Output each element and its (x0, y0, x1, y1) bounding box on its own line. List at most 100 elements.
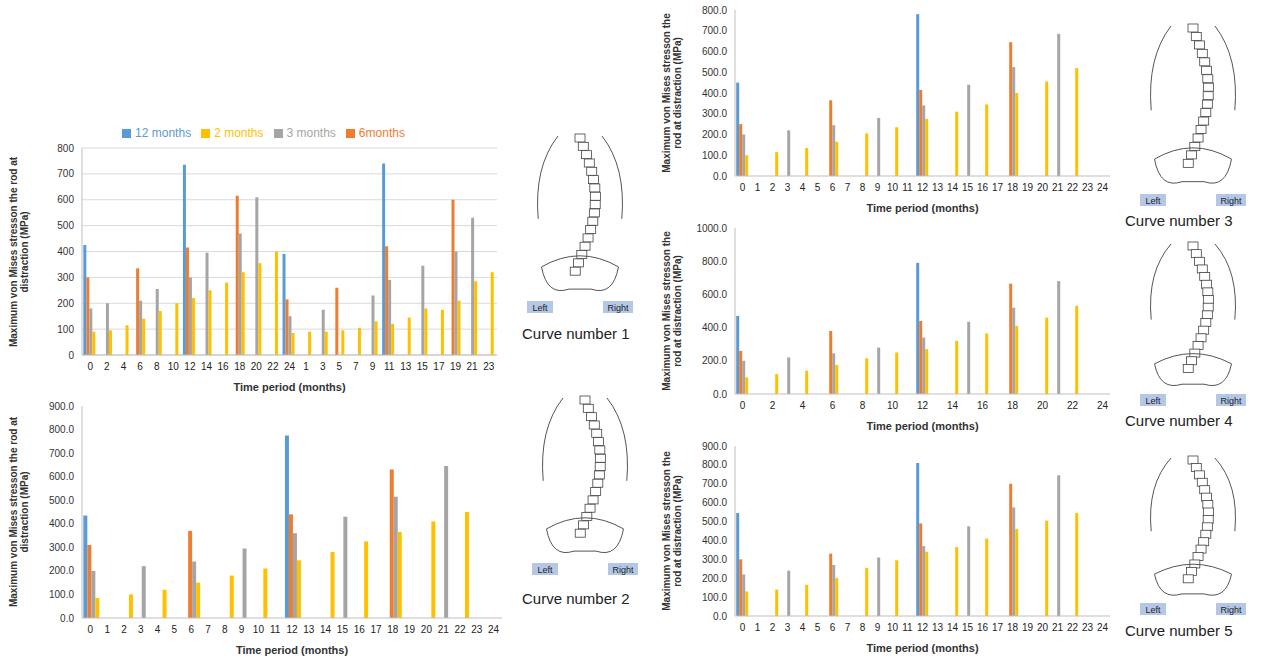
svg-text:17: 17 (370, 624, 382, 635)
svg-text:22: 22 (1067, 182, 1079, 193)
svg-text:9: 9 (875, 182, 881, 193)
svg-text:600.0: 600.0 (702, 289, 727, 300)
svg-text:200.0: 200.0 (702, 573, 727, 584)
svg-text:11: 11 (902, 622, 913, 633)
svg-text:16: 16 (218, 361, 230, 372)
svg-text:0: 0 (740, 622, 746, 633)
svg-text:Time period (months): Time period (months) (236, 644, 349, 656)
svg-text:600: 600 (57, 194, 74, 205)
svg-text:2: 2 (104, 361, 110, 372)
svg-text:3: 3 (785, 182, 791, 193)
svg-text:8: 8 (860, 400, 866, 411)
svg-text:14: 14 (320, 624, 332, 635)
svg-text:11: 11 (384, 361, 395, 372)
svg-text:700.0: 700.0 (702, 478, 727, 489)
svg-text:24: 24 (1097, 400, 1109, 411)
svg-text:4: 4 (800, 622, 806, 633)
svg-text:4: 4 (155, 624, 161, 635)
svg-text:19: 19 (1022, 622, 1034, 633)
svg-text:300: 300 (57, 272, 74, 283)
svg-text:15: 15 (962, 182, 974, 193)
svg-text:2: 2 (770, 182, 776, 193)
svg-text:2: 2 (770, 400, 776, 411)
svg-text:17: 17 (992, 182, 1004, 193)
svg-text:9: 9 (239, 624, 245, 635)
svg-text:8: 8 (860, 182, 866, 193)
svg-text:10: 10 (887, 622, 899, 633)
svg-text:800.0: 800.0 (702, 459, 727, 470)
svg-text:200.0: 200.0 (49, 565, 74, 576)
svg-text:200: 200 (57, 298, 74, 309)
svg-text:18: 18 (234, 361, 246, 372)
svg-text:4: 4 (121, 361, 127, 372)
svg-text:400.0: 400.0 (702, 88, 727, 99)
svg-text:19: 19 (1022, 182, 1034, 193)
svg-text:22: 22 (1067, 622, 1079, 633)
svg-text:Right: Right (1220, 605, 1242, 615)
svg-text:11: 11 (902, 182, 913, 193)
svg-text:0: 0 (88, 361, 94, 372)
svg-text:Right: Right (1220, 196, 1242, 206)
svg-text:Left: Left (1145, 396, 1161, 406)
svg-text:2: 2 (770, 622, 776, 633)
svg-text:15: 15 (417, 361, 429, 372)
svg-text:9: 9 (370, 361, 376, 372)
svg-text:18: 18 (387, 624, 399, 635)
svg-text:20: 20 (1037, 182, 1049, 193)
svg-text:6: 6 (830, 182, 836, 193)
svg-text:700.0: 700.0 (702, 25, 727, 36)
svg-text:Right: Right (1220, 396, 1242, 406)
svg-text:0: 0 (68, 350, 74, 361)
svg-text:21: 21 (1052, 182, 1064, 193)
svg-text:100.0: 100.0 (702, 592, 727, 603)
svg-text:0: 0 (88, 624, 94, 635)
svg-text:300.0: 300.0 (702, 108, 727, 119)
svg-text:100.0: 100.0 (702, 150, 727, 161)
svg-text:14: 14 (947, 400, 959, 411)
svg-text:13: 13 (303, 624, 315, 635)
svg-text:19: 19 (450, 361, 462, 372)
svg-text:14: 14 (947, 182, 959, 193)
svg-text:400.0: 400.0 (702, 535, 727, 546)
svg-text:1: 1 (755, 622, 761, 633)
svg-text:24: 24 (284, 361, 296, 372)
svg-text:1000.0: 1000.0 (696, 223, 727, 234)
svg-text:500.0: 500.0 (702, 67, 727, 78)
svg-text:18: 18 (1007, 182, 1019, 193)
svg-text:700.0: 700.0 (49, 448, 74, 459)
svg-text:Right: Right (612, 565, 634, 575)
svg-text:23: 23 (471, 624, 483, 635)
svg-text:5: 5 (815, 182, 821, 193)
svg-text:8: 8 (860, 622, 866, 633)
svg-text:18: 18 (1007, 622, 1019, 633)
svg-text:22: 22 (454, 624, 466, 635)
svg-text:21: 21 (1052, 622, 1064, 633)
svg-text:9: 9 (875, 622, 881, 633)
svg-text:23: 23 (1082, 622, 1094, 633)
svg-text:22: 22 (267, 361, 279, 372)
svg-text:0.0: 0.0 (60, 613, 74, 624)
svg-text:10: 10 (887, 400, 899, 411)
svg-text:10: 10 (253, 624, 265, 635)
svg-text:Time period (months): Time period (months) (866, 202, 979, 214)
svg-text:600.0: 600.0 (702, 497, 727, 508)
svg-text:6: 6 (137, 361, 143, 372)
svg-text:7: 7 (205, 624, 211, 635)
svg-text:12: 12 (286, 624, 298, 635)
svg-text:20: 20 (421, 624, 433, 635)
svg-text:600.0: 600.0 (49, 471, 74, 482)
svg-text:Left: Left (537, 565, 553, 575)
svg-text:24: 24 (1097, 182, 1109, 193)
svg-text:Time period (months): Time period (months) (866, 420, 979, 432)
svg-text:21: 21 (467, 361, 479, 372)
svg-text:600.0: 600.0 (702, 46, 727, 57)
svg-text:18: 18 (1007, 400, 1019, 411)
svg-text:400.0: 400.0 (49, 518, 74, 529)
svg-text:2: 2 (121, 624, 127, 635)
svg-text:12: 12 (184, 361, 196, 372)
svg-text:Time period (months): Time period (months) (866, 642, 979, 654)
svg-text:7: 7 (845, 182, 851, 193)
svg-text:21: 21 (438, 624, 450, 635)
svg-text:100.0: 100.0 (49, 589, 74, 600)
svg-text:900.0: 900.0 (702, 441, 727, 452)
